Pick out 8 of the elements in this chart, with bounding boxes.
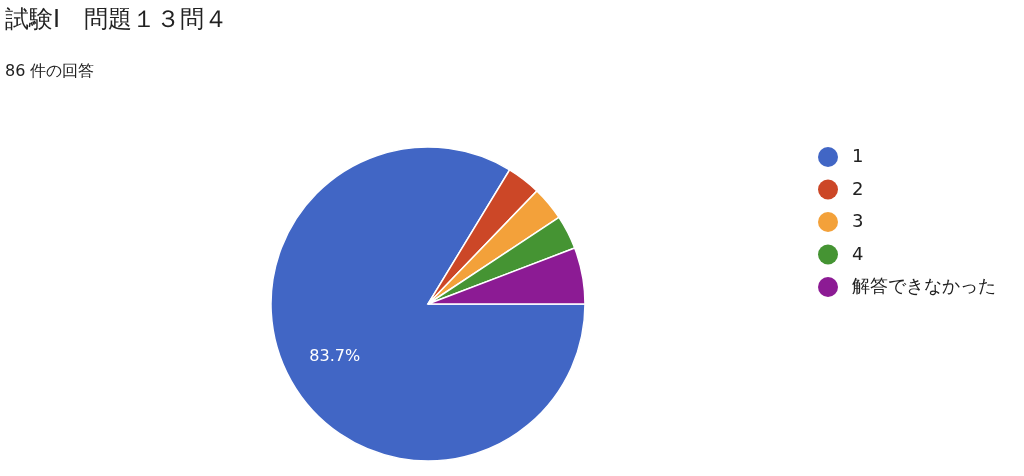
text: 86 件の回答: [5, 61, 95, 80]
legend-label: 4: [852, 242, 864, 264]
legend-label: 3: [852, 210, 864, 231]
data-label: 83.7%: [309, 346, 361, 366]
chart-title: 試験Ⅰ 問題１３問４: [5, 5, 229, 33]
legend-label: 2: [852, 177, 864, 199]
legend-label: 解答できなかった: [852, 275, 996, 296]
legend-label: 1: [852, 145, 864, 166]
